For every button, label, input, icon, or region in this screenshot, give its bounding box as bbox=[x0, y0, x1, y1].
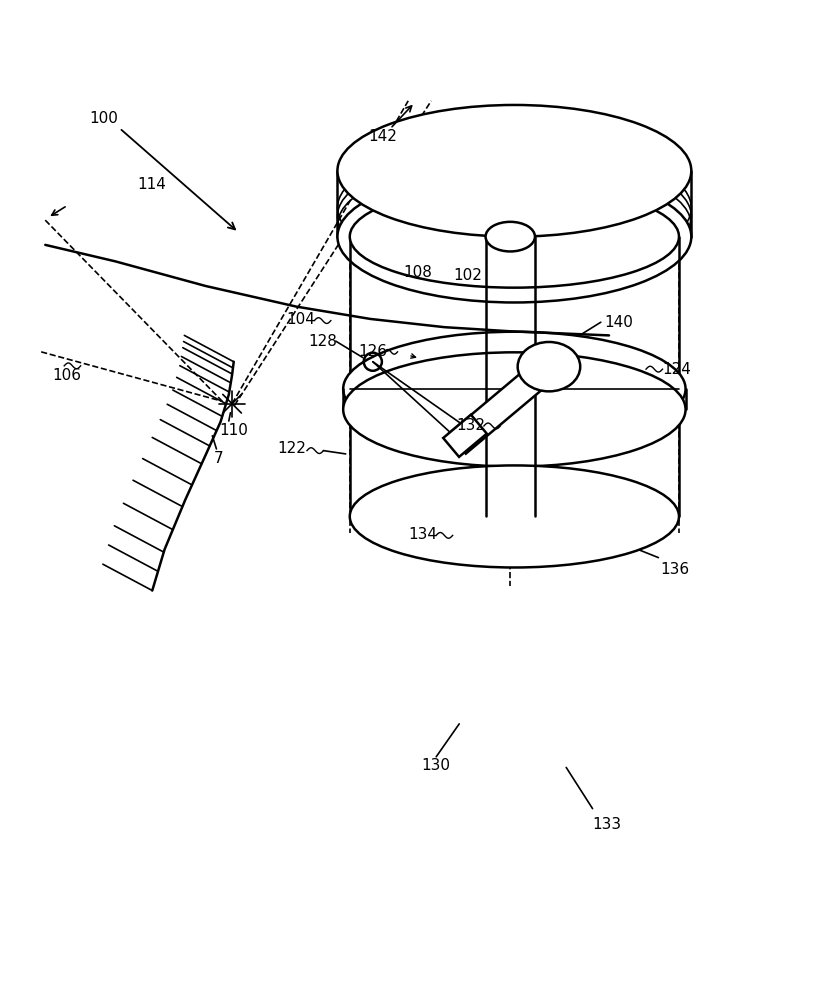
Text: 114: 114 bbox=[137, 177, 166, 192]
Text: 7: 7 bbox=[213, 451, 223, 466]
Text: 133: 133 bbox=[593, 817, 622, 832]
Ellipse shape bbox=[518, 342, 580, 391]
Text: 134: 134 bbox=[408, 527, 438, 542]
Text: 132: 132 bbox=[456, 418, 486, 433]
Ellipse shape bbox=[343, 332, 686, 446]
Polygon shape bbox=[444, 415, 486, 457]
Text: 122: 122 bbox=[277, 441, 307, 456]
Text: 102: 102 bbox=[453, 268, 482, 283]
Ellipse shape bbox=[337, 171, 691, 302]
Ellipse shape bbox=[486, 222, 535, 251]
Text: 100: 100 bbox=[89, 111, 118, 126]
Text: 106: 106 bbox=[53, 368, 81, 383]
Text: 136: 136 bbox=[660, 562, 690, 577]
Text: 108: 108 bbox=[403, 265, 433, 280]
Text: 128: 128 bbox=[308, 334, 337, 349]
Ellipse shape bbox=[343, 352, 686, 467]
Polygon shape bbox=[449, 349, 567, 454]
Ellipse shape bbox=[350, 465, 679, 567]
Text: 140: 140 bbox=[604, 315, 634, 330]
Text: 104: 104 bbox=[286, 312, 315, 327]
Text: 130: 130 bbox=[421, 758, 451, 773]
Text: 110: 110 bbox=[219, 423, 249, 438]
Ellipse shape bbox=[337, 105, 691, 237]
Text: 142: 142 bbox=[368, 129, 398, 144]
Ellipse shape bbox=[350, 186, 679, 288]
Text: 126: 126 bbox=[358, 344, 388, 359]
Text: 124: 124 bbox=[662, 362, 691, 377]
